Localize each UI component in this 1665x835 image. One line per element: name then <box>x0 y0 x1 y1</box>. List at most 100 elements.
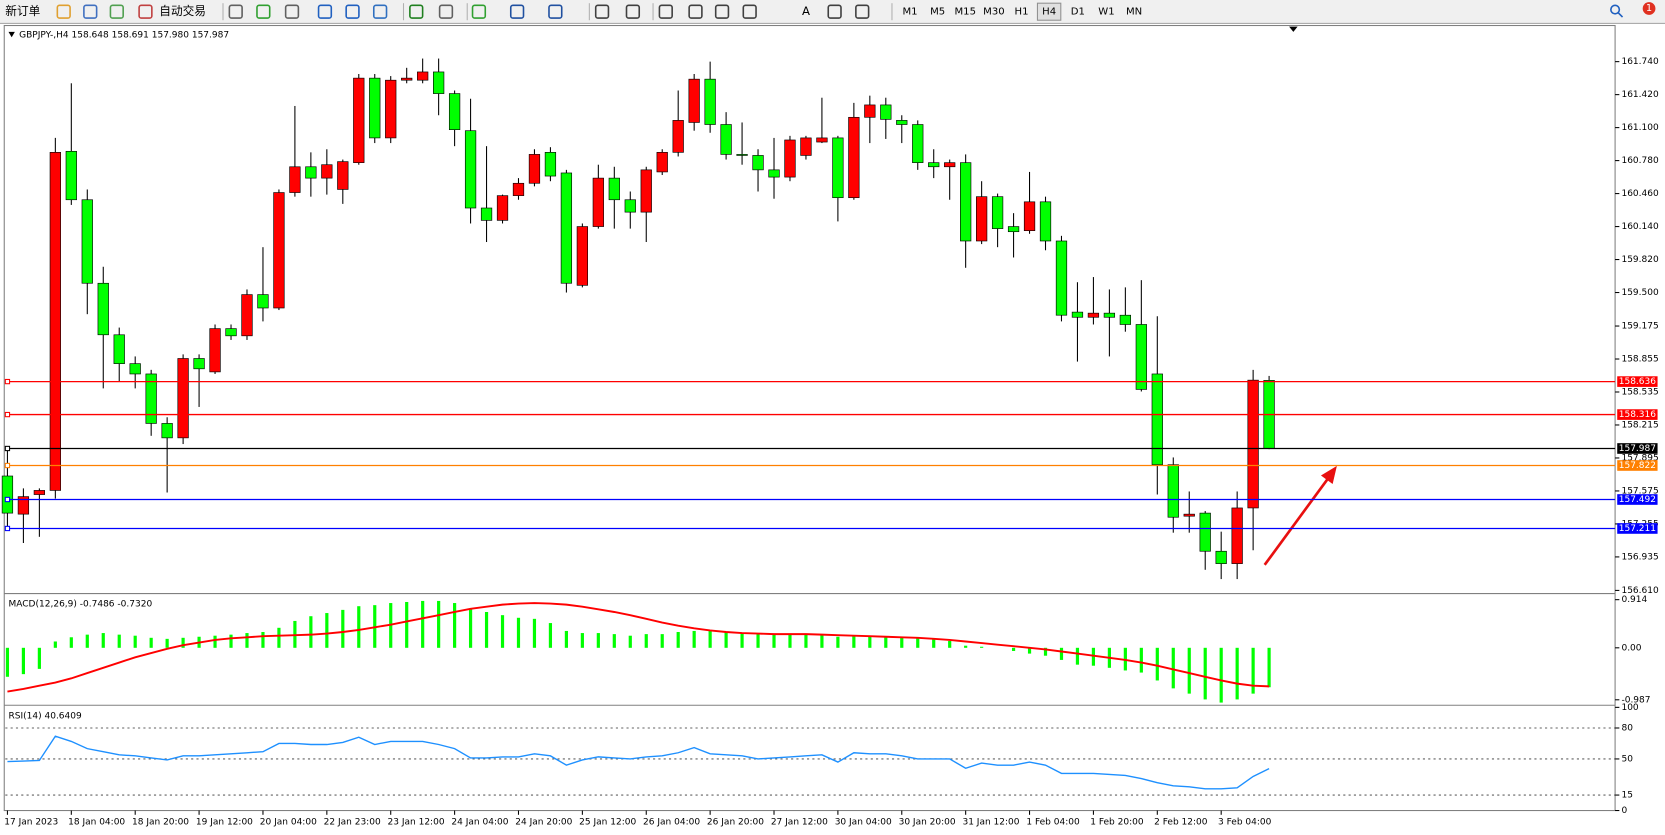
toolbar-icon[interactable] <box>409 4 424 19</box>
histogram-bar <box>229 634 233 648</box>
price-label: 157.987 <box>1619 444 1656 454</box>
histogram-bar <box>692 630 696 648</box>
candle-body <box>656 152 668 173</box>
candle-body <box>353 77 365 163</box>
toolbar-icon[interactable] <box>138 4 153 19</box>
toolbar-icon[interactable] <box>228 4 243 19</box>
toolbar-icon[interactable] <box>509 4 525 19</box>
candle-body <box>512 182 525 196</box>
toolbar-icon[interactable] <box>109 4 124 19</box>
toolbar-icon[interactable] <box>83 4 98 19</box>
candle-body <box>369 77 381 139</box>
candle-body <box>1119 314 1131 325</box>
histogram-bar <box>1235 647 1239 700</box>
histogram-bar <box>932 638 936 648</box>
candle-body <box>1103 312 1116 318</box>
chart-title: RSI(14) 40.6409 <box>8 711 82 721</box>
timeframe-button[interactable]: M1 <box>902 7 917 18</box>
new-order-button[interactable]: 新订单 <box>5 4 40 18</box>
text-tool[interactable]: A <box>802 4 810 18</box>
price-label-box <box>1617 409 1658 420</box>
shift-marker <box>1289 26 1298 32</box>
histogram-bar <box>261 632 265 648</box>
y-tick-label: 159.175 <box>1621 322 1658 332</box>
toolbar-icon[interactable] <box>714 4 730 19</box>
y-tick-label: 157.575 <box>1621 486 1658 496</box>
candle-body <box>209 328 221 373</box>
toolbar-icon[interactable] <box>548 4 563 19</box>
histogram-bar <box>21 647 25 675</box>
histogram-bar <box>612 634 616 648</box>
toolbar-icon[interactable] <box>827 4 842 19</box>
candle-body <box>960 162 972 242</box>
toolbar-icon[interactable] <box>658 4 673 19</box>
candle-body <box>736 154 748 156</box>
histogram-bar <box>1043 647 1048 656</box>
timeframe-button[interactable]: W1 <box>1098 7 1114 18</box>
toolbar-icon[interactable] <box>56 4 71 19</box>
histogram-bar <box>948 640 952 648</box>
y-tick-label: 100 <box>1621 703 1638 713</box>
toolbar-icon[interactable] <box>742 4 757 19</box>
line-handle <box>4 525 11 532</box>
candle-body <box>1183 513 1195 517</box>
y-tick-label: 159.820 <box>1621 255 1659 265</box>
timeframe-button[interactable]: D1 <box>1071 7 1085 18</box>
histogram-bar <box>804 634 808 648</box>
toolbar-icon[interactable] <box>317 4 333 19</box>
candle-body <box>1215 550 1227 564</box>
line-handle <box>4 496 11 503</box>
timeframe-button[interactable]: M5 <box>930 7 945 18</box>
toolbar-icon[interactable] <box>855 4 870 19</box>
price-label: 157.822 <box>1619 461 1656 471</box>
auto-trading-button[interactable]: 自动交易 <box>159 4 206 18</box>
histogram-bar <box>596 633 600 648</box>
toolbar-icon[interactable] <box>372 4 388 19</box>
price-label-box <box>1617 376 1658 387</box>
notification-count[interactable]: 1 <box>1646 3 1652 14</box>
histogram-bar <box>53 641 57 648</box>
candle-body <box>1 475 14 514</box>
histogram-bar <box>580 633 584 648</box>
toolbar-icon[interactable] <box>345 4 360 19</box>
histogram-bar <box>788 634 792 648</box>
y-tick-label: 161.420 <box>1621 90 1659 100</box>
candle-body <box>832 137 844 199</box>
histogram-bar <box>1187 647 1191 694</box>
toolbar-icon[interactable] <box>594 4 610 19</box>
timeframe-button[interactable]: H1 <box>1015 7 1029 18</box>
candle-body <box>880 104 892 120</box>
candle-body <box>720 124 732 155</box>
timeframe-button[interactable]: M15 <box>954 7 976 18</box>
search-icon[interactable] <box>1610 4 1621 15</box>
histogram-bar <box>405 601 409 648</box>
toolbar-icon[interactable] <box>625 4 641 19</box>
histogram-bar <box>868 636 872 648</box>
y-tick-label: 160.780 <box>1621 156 1659 166</box>
toolbar-bg <box>0 0 1665 24</box>
histogram-bar <box>453 603 457 648</box>
histogram-bar <box>213 635 217 648</box>
timeframe-button[interactable]: M30 <box>983 7 1005 18</box>
toolbar-icon[interactable] <box>256 4 271 19</box>
price-label: 158.316 <box>1619 410 1657 420</box>
notification-badge[interactable] <box>1642 2 1656 15</box>
candle-body <box>480 207 493 221</box>
histogram-bar <box>916 637 920 648</box>
line-handle <box>4 411 11 418</box>
timeframe-button[interactable]: H4 <box>1042 7 1056 18</box>
toolbar-icon[interactable] <box>438 4 454 19</box>
chart-title: MACD(12,26,9) -0.7486 -0.7320 <box>8 600 152 610</box>
histogram-bar <box>69 637 73 648</box>
candle-body <box>752 155 764 171</box>
histogram-bar <box>548 623 553 648</box>
toolbar-icon[interactable] <box>471 4 487 19</box>
candle-body <box>305 166 317 179</box>
toolbar-icon[interactable] <box>688 4 703 19</box>
symbol-menu-arrow[interactable] <box>8 31 15 38</box>
timeframe-button[interactable]: MN <box>1126 7 1142 18</box>
y-tick-label: 156.935 <box>1621 552 1658 562</box>
x-tick-label: 26 Jan 20:00 <box>707 818 764 828</box>
candle-body <box>768 169 780 178</box>
toolbar-icon[interactable] <box>284 4 300 19</box>
